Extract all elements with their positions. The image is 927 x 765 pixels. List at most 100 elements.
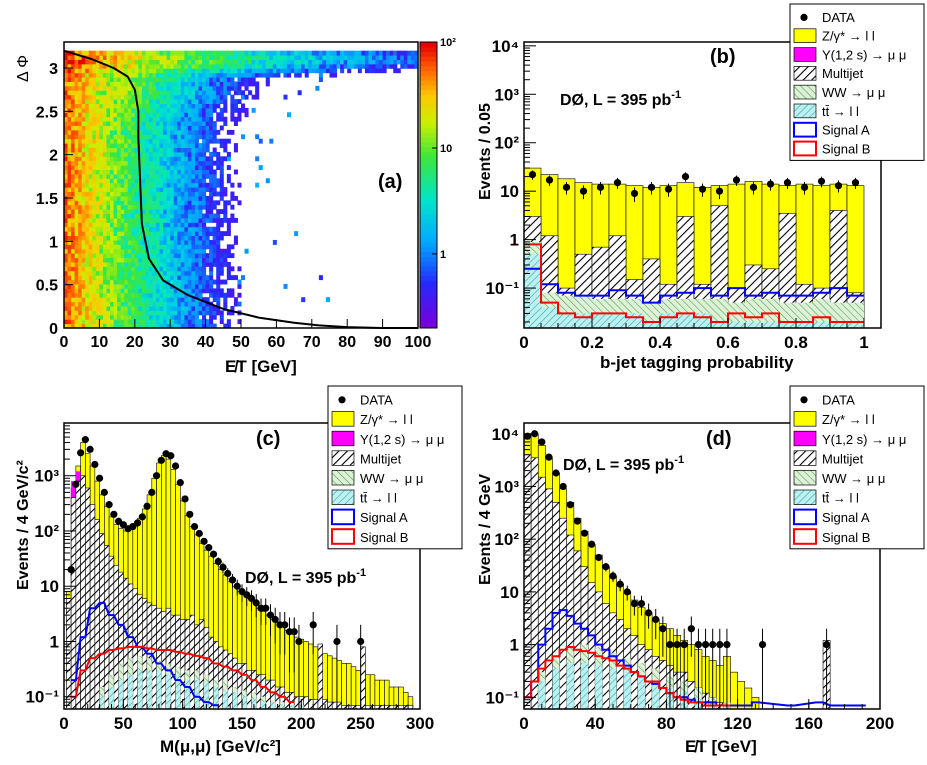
heatmap-cell xyxy=(92,222,97,228)
heatmap-cell xyxy=(191,156,196,162)
data-point xyxy=(800,183,809,191)
heatmap-cell xyxy=(166,147,171,153)
heatmap-cell xyxy=(141,217,146,223)
heatmap-cell xyxy=(170,226,175,232)
heatmap-cell xyxy=(180,182,185,188)
heatmap-cell xyxy=(145,121,150,127)
heatmap-cell xyxy=(191,68,196,74)
ww-bar xyxy=(711,298,728,328)
heatmap-cell xyxy=(202,90,207,96)
heatmap-cell xyxy=(88,319,93,325)
heatmap-cell xyxy=(152,209,157,215)
heatmap-cell xyxy=(230,253,235,259)
heatmap-cell xyxy=(95,244,100,250)
heatmap-cell xyxy=(198,160,203,166)
heatmap-cell xyxy=(209,72,214,78)
data-point xyxy=(133,519,142,527)
heatmap-cell xyxy=(223,68,228,74)
zll-bar xyxy=(379,679,385,709)
heatmap-cell xyxy=(170,301,175,307)
zll-bar xyxy=(327,655,333,709)
heatmap-cell xyxy=(173,301,178,307)
heatmap-cell xyxy=(81,160,86,166)
heatmap-cell xyxy=(205,244,210,250)
heatmap-cell xyxy=(180,85,185,91)
heatmap-cell xyxy=(134,138,139,144)
heatmap-cell xyxy=(191,191,196,197)
ttbar-bar xyxy=(762,321,779,328)
x-tick-label: 300 xyxy=(406,714,434,733)
heatmap-cell xyxy=(120,50,125,56)
heatmap-cell xyxy=(134,121,139,127)
heatmap-cell xyxy=(198,156,203,162)
legend-swatch xyxy=(793,489,817,505)
heatmap-cell xyxy=(152,68,157,74)
heatmap-cell xyxy=(102,59,107,65)
heatmap-cell xyxy=(145,147,150,153)
heatmap-cell xyxy=(117,226,122,232)
heatmap-cell xyxy=(325,68,330,74)
heatmap-cell xyxy=(194,147,200,153)
heatmap-cell xyxy=(194,182,200,188)
heatmap-cell xyxy=(170,319,175,325)
heatmap-cell xyxy=(241,107,246,113)
heatmap-cell xyxy=(99,151,104,157)
heatmap-cell xyxy=(265,68,270,74)
heatmap-cell xyxy=(85,266,90,272)
heatmap-cell xyxy=(78,77,83,82)
heatmap-cell xyxy=(81,134,86,140)
heatmap-cell xyxy=(138,121,143,127)
heatmap-cell xyxy=(223,248,228,254)
heatmap-cell xyxy=(212,72,217,78)
heatmap-cell xyxy=(202,226,207,232)
heatmap-cell xyxy=(163,222,168,228)
heatmap-cell xyxy=(191,169,196,175)
heatmap-cell xyxy=(170,244,175,250)
heatmap-cell xyxy=(265,72,270,78)
heatmap-cell xyxy=(152,121,157,127)
heatmap-cell xyxy=(180,301,185,307)
heatmap-cell xyxy=(102,301,107,307)
heatmap-cell xyxy=(124,283,129,289)
heatmap-cell xyxy=(180,160,185,166)
heatmap-cell xyxy=(159,85,164,91)
heatmap-cell xyxy=(81,292,86,298)
heatmap-cell xyxy=(92,112,97,118)
ttbar-bar xyxy=(99,696,105,709)
heatmap-cell xyxy=(127,209,132,215)
heatmap-cell xyxy=(134,116,139,122)
legend-entry-data: DATA xyxy=(800,393,855,408)
heatmap-cell xyxy=(170,165,175,171)
heatmap-cell xyxy=(95,99,100,104)
multijet-bar xyxy=(573,550,582,709)
heatmap-cell xyxy=(64,134,69,140)
heatmap-cell xyxy=(120,305,125,311)
heatmap-cell xyxy=(248,50,253,56)
heatmap-cell xyxy=(67,129,72,135)
heatmap-cell xyxy=(166,200,171,206)
heatmap-cell xyxy=(134,77,139,82)
heatmap-cell xyxy=(237,68,242,74)
heatmap-cell xyxy=(95,160,100,166)
heatmap-cell xyxy=(191,310,196,316)
heatmap-cell xyxy=(219,235,224,241)
heatmap-cell xyxy=(191,279,196,285)
heatmap-cell xyxy=(156,235,161,241)
heatmap-cell xyxy=(120,261,125,267)
heatmap-cell xyxy=(106,156,111,162)
heatmap-cell xyxy=(71,235,76,241)
heatmap-cell xyxy=(173,94,178,100)
heatmap-cell xyxy=(88,275,93,281)
heatmap-cell xyxy=(120,248,125,254)
heatmap-cell xyxy=(78,173,83,179)
heatmap-cell xyxy=(191,195,196,201)
heatmap-cell xyxy=(145,191,150,197)
heatmap-cell xyxy=(184,323,189,329)
heatmap-cell xyxy=(205,68,210,74)
heatmap-cell xyxy=(113,59,118,65)
heatmap-cell xyxy=(343,55,348,60)
heatmap-cell xyxy=(64,310,69,316)
heatmap-cell xyxy=(198,261,203,267)
heatmap-cell xyxy=(141,270,146,276)
heatmap-cell xyxy=(106,266,111,272)
